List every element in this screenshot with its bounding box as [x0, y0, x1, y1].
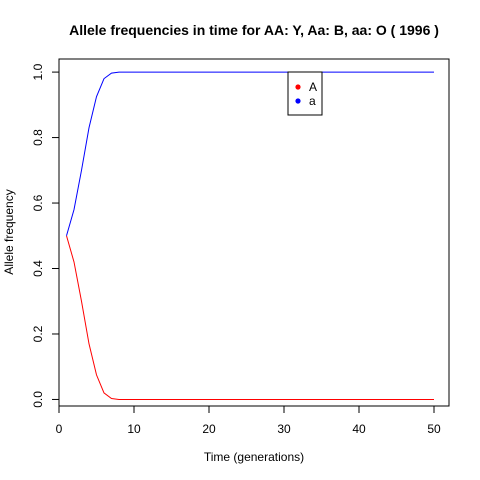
legend-label-a: a — [309, 94, 316, 108]
x-tick-label: 10 — [127, 422, 141, 436]
x-axis: 0 10 20 30 40 50 — [56, 406, 441, 436]
y-tick-label: 0.2 — [31, 325, 45, 342]
x-tick-label: 50 — [427, 422, 441, 436]
y-tick-label: 0.8 — [31, 129, 45, 146]
x-tick-label: 0 — [56, 422, 63, 436]
legend-label-A: A — [309, 80, 317, 94]
series-line-a — [66, 71, 434, 236]
x-tick-label: 30 — [277, 422, 291, 436]
legend-marker-a — [295, 98, 301, 104]
plot-frame — [58, 58, 450, 407]
y-axis-label: Allele frequency — [2, 189, 16, 274]
y-tick-label: 1.0 — [31, 63, 45, 80]
x-tick-label: 20 — [202, 422, 216, 436]
x-tick-label: 40 — [352, 422, 366, 436]
x-axis-label: Time (generations) — [204, 450, 304, 464]
y-tick-label: 0.4 — [31, 260, 45, 277]
legend-box — [287, 71, 323, 116]
y-axis: 0.0 0.2 0.4 0.6 0.8 1.0 — [31, 63, 59, 408]
series-line-A — [66, 235, 434, 400]
legend-marker-A — [295, 84, 301, 90]
series-lines — [66, 71, 434, 400]
y-tick-label: 0.0 — [31, 391, 45, 408]
y-tick-label: 0.6 — [31, 194, 45, 211]
legend: A a — [287, 71, 323, 116]
chart-title: Allele frequencies in time for AA: Y, Aa… — [69, 22, 439, 38]
